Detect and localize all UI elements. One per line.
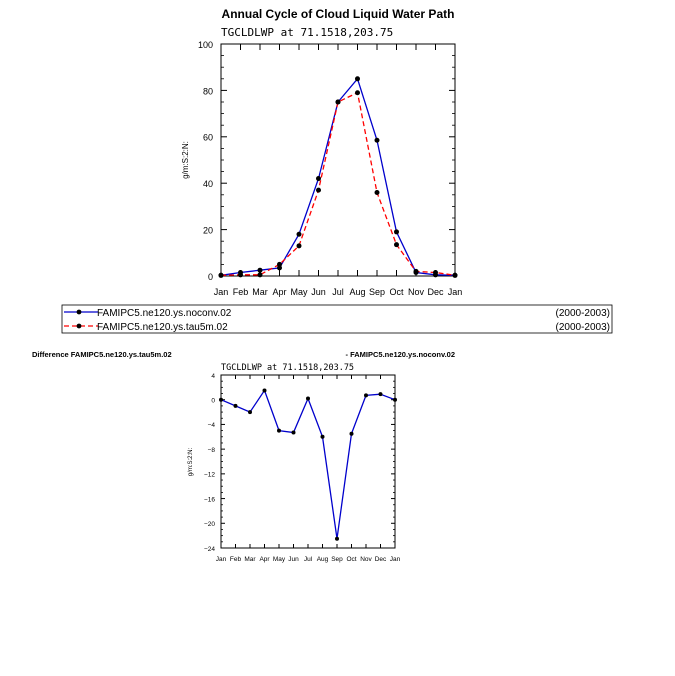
series-point-0 [316,176,321,182]
chart2-subtitle: TGCLDLWP at 71.1518,203.75 [221,363,354,373]
chart1-subtitle: TGCLDLWP at 71.1518,203.75 [221,26,393,39]
legend-marker-noconv [76,309,82,315]
y-tick-label: 100 [198,40,213,50]
x-tick-label: Jan [214,287,229,297]
series-point-1 [316,187,321,193]
x-tick-label: Oct [389,287,404,297]
x-tick-label: Mar [244,556,256,563]
series-point-0 [262,388,267,393]
series-point-0 [364,393,368,398]
series-point-0 [257,267,263,273]
x-tick-label: Jun [288,556,299,563]
x-tick-label: Sep [369,287,385,297]
chart2-series [219,388,397,541]
chart1-ylabel: g/m:S:2:N: [181,141,190,179]
series-point-0 [335,536,339,541]
series-point-0 [393,397,397,402]
series-point-1 [277,261,282,267]
legend-period-tau5m: (2000-2003) [556,322,610,333]
series-point-0 [248,410,252,415]
legend-label-noconv: FAMIPC5.ne120.ys.noconv.02 [97,308,232,319]
chart1-series [218,76,458,278]
x-tick-label: Jan [448,287,463,297]
chart1-title: Annual Cycle of Cloud Liquid Water Path [222,7,455,21]
y-tick-label: 4 [211,373,215,380]
chart2-title-right: - FAMIPC5.ne120.ys.noconv.02 [346,350,455,359]
series-point-1 [335,99,341,105]
series-point-0 [219,397,223,402]
series-line-0 [220,77,456,276]
series-point-0 [394,229,399,235]
x-tick-label: Jan [390,556,401,563]
series-point-0 [378,392,383,397]
x-tick-label: Aug [349,287,365,297]
series-point-1 [413,268,419,274]
x-tick-label: Jan [216,556,227,563]
series-point-0 [296,231,302,237]
y-tick-label: 60 [203,133,213,143]
x-tick-label: May [290,287,308,297]
x-tick-label: Mar [252,287,268,297]
series-point-0 [277,428,281,433]
y-tick-label: 40 [203,179,213,189]
y-tick-label: 80 [203,86,213,96]
chart1-plot-frame [220,43,456,277]
series-point-1 [452,272,458,278]
legend-item-tau5m: FAMIPC5.ne120.ys.tau5m.02 (2000-2003) [64,322,610,333]
chart2-ylabel: g/m:S:2:N: [188,447,194,476]
chart2-title-left: Difference FAMIPC5.ne120.ys.tau5m.02 [32,350,172,359]
legend-marker-tau5m [76,323,82,329]
series-point-0 [374,137,380,143]
series-point-1 [238,272,243,278]
series-line-1 [220,91,456,276]
series-point-0 [320,434,325,439]
series-point-1 [296,243,302,249]
series-point-0 [355,76,360,82]
x-tick-label: Feb [233,287,249,297]
y-tick-label: 20 [203,225,213,235]
series-point-1 [355,90,360,96]
series-point-0 [233,403,238,408]
y-tick-label: −12 [204,472,215,479]
series-point-1 [433,270,438,276]
y-tick-label: 0 [211,398,215,405]
series-point-1 [394,242,399,248]
series-point-1 [218,272,224,278]
x-tick-label: Oct [346,556,356,563]
x-tick-label: Jul [304,556,313,563]
chart2-plot-frame [220,374,396,549]
y-tick-label: −8 [208,447,216,454]
series-point-0 [291,430,296,435]
series-line-0 [220,388,396,539]
series-point-0 [277,265,282,271]
series-point-1 [257,272,263,278]
x-tick-label: Aug [317,556,329,563]
x-tick-label: Nov [408,287,425,297]
x-tick-label: Sep [331,556,343,563]
x-tick-label: Dec [427,287,444,297]
legend-item-noconv: FAMIPC5.ne120.ys.noconv.02 (2000-2003) [64,308,610,319]
legend-period-noconv: (2000-2003) [556,308,610,319]
y-tick-label: −20 [204,521,215,528]
x-tick-label: Feb [230,556,242,563]
y-tick-label: 0 [208,272,213,282]
x-tick-label: Jul [332,287,344,297]
series-point-1 [374,189,380,195]
x-tick-label: Nov [360,556,372,563]
chart1-ticks: 0 20 40 60 80 100 Jan Feb Mar Apr May Jun Jul Aug Sep O… [198,40,462,297]
legend-label-tau5m: FAMIPC5.ne120.ys.tau5m.02 [97,322,228,333]
series-point-0 [306,396,310,401]
x-tick-label: Apr [272,287,286,297]
x-tick-label: May [273,556,286,563]
legend-box [61,304,613,334]
x-tick-label: Apr [259,556,270,563]
x-tick-label: Jun [311,287,326,297]
y-tick-label: −24 [204,546,215,553]
series-point-0 [349,431,354,436]
y-tick-label: −4 [208,422,216,429]
x-tick-label: Dec [375,556,387,563]
y-tick-label: −16 [204,496,215,503]
